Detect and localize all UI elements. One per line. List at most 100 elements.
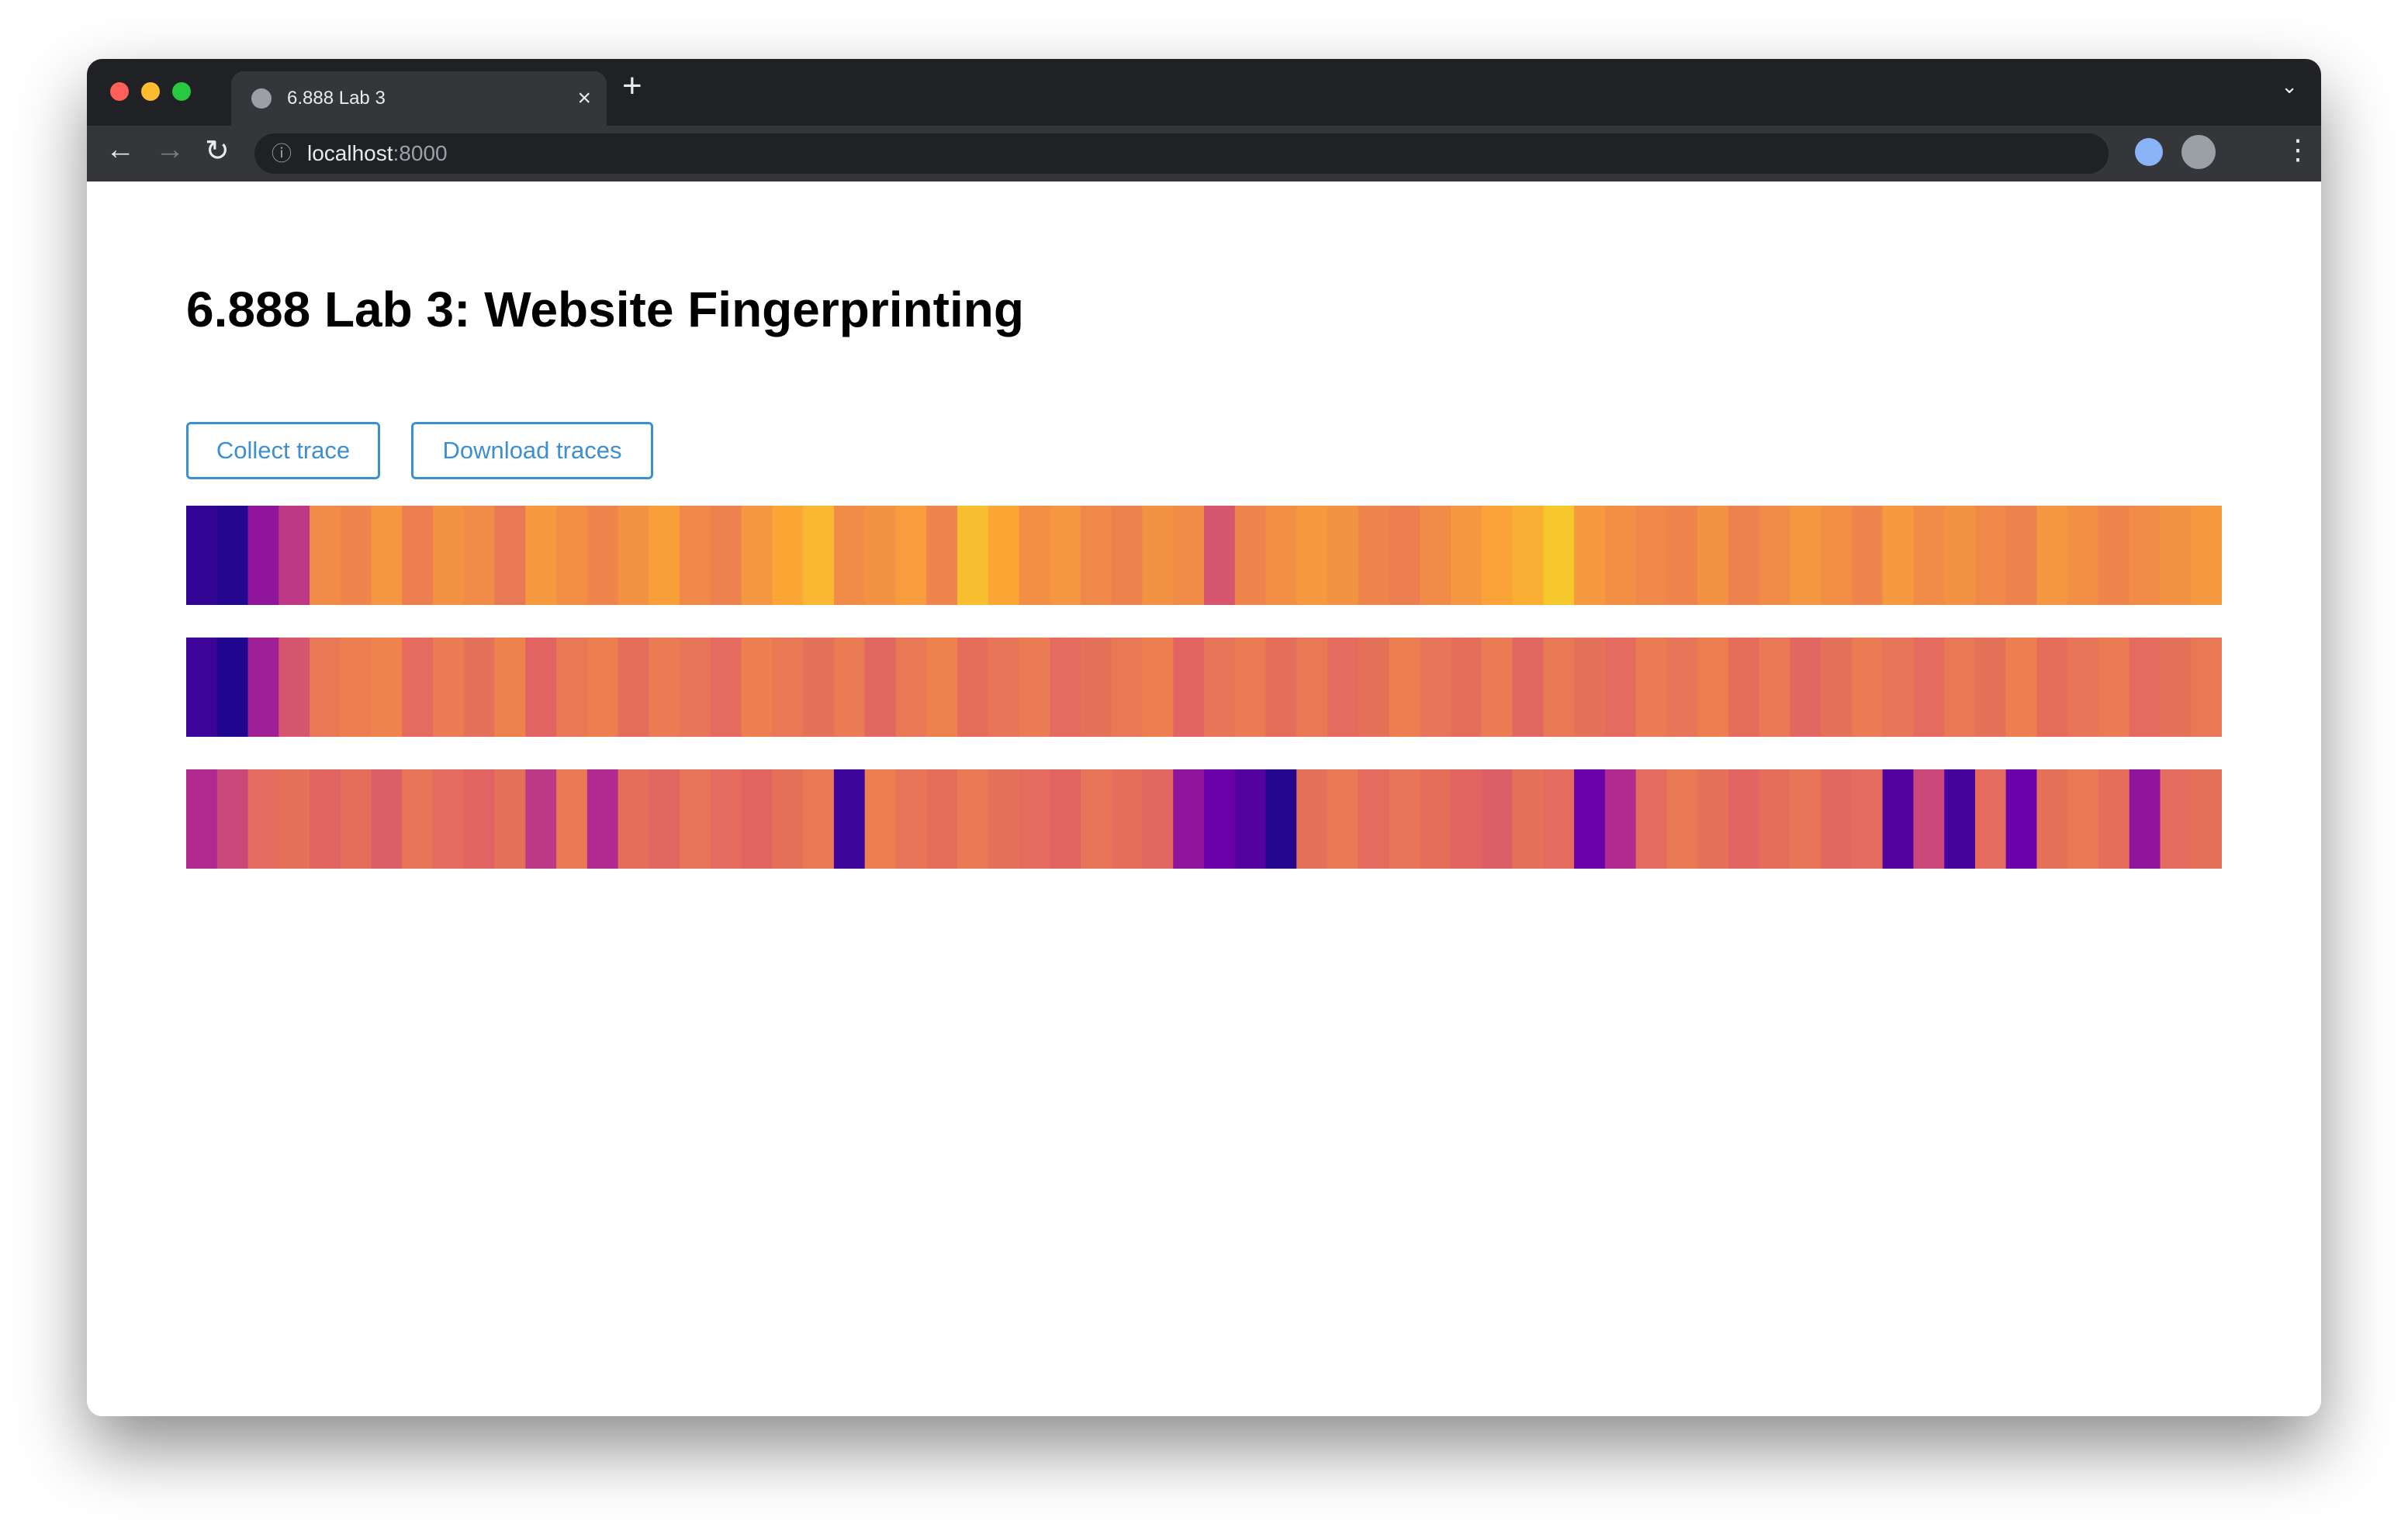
trace-cell <box>1882 638 1914 737</box>
trace-cell <box>957 769 989 869</box>
trace-cell <box>1944 769 1976 869</box>
trace-cell <box>247 506 279 605</box>
trace-cell <box>1944 506 1976 605</box>
trace-cell <box>1420 638 1451 737</box>
trace-cell <box>463 638 496 737</box>
trace-cell <box>1358 506 1390 605</box>
trace-cell <box>895 638 927 737</box>
trace-cell <box>772 506 804 605</box>
maximize-window[interactable] <box>172 82 191 101</box>
trace-cell <box>340 638 372 737</box>
trace-cell <box>741 638 773 737</box>
trace-cell <box>1790 506 1822 605</box>
trace-cell <box>618 769 649 869</box>
tab-icon <box>251 88 272 109</box>
trace-cell <box>680 506 711 605</box>
trace-cell <box>1635 769 1667 869</box>
trace-cell <box>1574 638 1606 737</box>
trace-cell <box>525 506 557 605</box>
trace-cell <box>988 769 1019 869</box>
trace-cell <box>1204 638 1236 737</box>
trace-cell <box>2005 638 2037 737</box>
trace-cell <box>926 638 958 737</box>
trace-heatmap <box>186 506 2222 605</box>
page-title: 6.888 Lab 3: Website Fingerprinting <box>186 282 1024 337</box>
trace-cell <box>1142 769 1174 869</box>
trace-cell <box>1234 769 1267 869</box>
trace-cell <box>586 638 619 737</box>
trace-cell <box>1358 769 1390 869</box>
trace-cell <box>1974 506 2007 605</box>
trace-cell <box>1389 506 1420 605</box>
menu[interactable]: ⋮ <box>2284 133 2312 165</box>
trace-cell <box>1389 769 1420 869</box>
trace-cell <box>1790 769 1822 869</box>
back[interactable]: ← <box>106 133 135 166</box>
trace-cell <box>2191 769 2222 869</box>
trace-cell <box>1821 769 1853 869</box>
trace-heatmap <box>186 769 2222 869</box>
download-traces-button[interactable]: Download traces <box>411 422 653 479</box>
trace-cell <box>402 506 434 605</box>
trace-heatmap <box>186 638 2222 737</box>
trace-cell <box>1512 506 1544 605</box>
trace-cell <box>1728 506 1760 605</box>
close-window[interactable] <box>110 82 129 101</box>
trace-cell <box>279 638 310 737</box>
trace-cell <box>586 769 619 869</box>
trace-cell <box>1420 506 1451 605</box>
trace-cell <box>988 638 1019 737</box>
trace-cell <box>1666 506 1698 605</box>
trace-cell <box>2067 769 2099 869</box>
extension-icon[interactable] <box>2135 138 2163 166</box>
forward[interactable]: → <box>155 133 185 166</box>
trace-cell <box>1265 769 1297 869</box>
trace-cell <box>1604 506 1637 605</box>
trace-cell <box>1974 638 2007 737</box>
trace-cell <box>1050 506 1081 605</box>
trace-cell <box>310 769 341 869</box>
url-host: localhost <box>307 141 393 165</box>
trace-cell <box>2067 506 2099 605</box>
trace-cell <box>1543 769 1575 869</box>
trace-cell <box>1759 638 1790 737</box>
tab-search[interactable]: ⌄ <box>2281 74 2298 98</box>
trace-cell <box>186 638 218 737</box>
trace-cell <box>1481 769 1514 869</box>
trace-cell <box>2129 638 2161 737</box>
trace-cell <box>494 769 526 869</box>
trace-cell <box>1512 769 1544 869</box>
trace-cell <box>1481 506 1514 605</box>
collect-trace-button[interactable]: Collect trace <box>186 422 380 479</box>
trace-cell <box>1111 769 1143 869</box>
trace-cell <box>649 638 680 737</box>
trace-cell <box>1019 506 1050 605</box>
profile[interactable] <box>2181 135 2216 169</box>
address-bar[interactable]: ⓘ localhost:8000 <box>254 133 2109 174</box>
reload[interactable]: ↻ <box>205 135 230 168</box>
tab-close[interactable]: × <box>577 85 591 111</box>
trace-cell <box>864 638 896 737</box>
trace-cell <box>186 506 218 605</box>
trace-cell <box>1604 638 1637 737</box>
minimize-window[interactable] <box>141 82 160 101</box>
trace-cell <box>433 769 465 869</box>
trace-cell <box>1882 506 1914 605</box>
site-info[interactable]: ⓘ <box>272 142 292 165</box>
trace-cell <box>2036 506 2068 605</box>
trace-cell <box>741 506 773 605</box>
trace-cell <box>2067 638 2099 737</box>
trace-cell <box>1821 506 1853 605</box>
trace-cell <box>1420 769 1451 869</box>
url-port: :8000 <box>393 141 448 165</box>
trace-cell <box>2160 638 2192 737</box>
tab[interactable]: 6.888 Lab 3 × <box>231 71 607 126</box>
new-tab[interactable]: + <box>622 67 642 105</box>
tab-title: 6.888 Lab 3 <box>287 88 386 109</box>
trace-cell <box>1173 638 1205 737</box>
trace-cell <box>1265 506 1297 605</box>
trace-cell <box>247 638 279 737</box>
trace-cell <box>772 769 804 869</box>
trace-cell <box>649 769 680 869</box>
